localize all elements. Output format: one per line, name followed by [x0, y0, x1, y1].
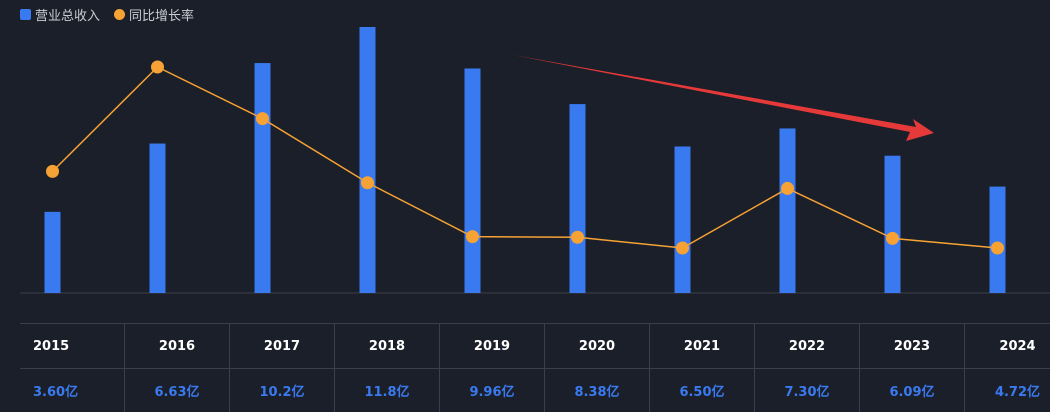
value-cell: 8.38亿	[545, 369, 650, 412]
revenue-bar	[569, 104, 586, 294]
data-table: 2015 2016 2017 2018 2019 2020 2021 2022 2023 2024…	[20, 323, 1050, 412]
revenue-bar	[254, 63, 271, 293]
legend-item-growth[interactable]: 同比增长率	[114, 5, 194, 24]
revenue-bar	[44, 211, 61, 293]
growth-point	[466, 230, 479, 244]
growth-point	[991, 241, 1004, 255]
growth-point	[676, 241, 689, 255]
legend-swatch-revenue	[20, 9, 31, 20]
revenue-bar	[149, 143, 166, 293]
legend-item-revenue[interactable]: 营业总收入	[20, 5, 100, 24]
year-cell: 2015	[20, 324, 125, 368]
growth-point	[781, 181, 794, 195]
value-cell: 6.63亿	[125, 369, 230, 412]
growth-point	[151, 60, 164, 74]
year-cell: 2018	[335, 324, 440, 368]
legend-label-revenue: 营业总收入	[35, 9, 101, 24]
growth-point	[46, 164, 59, 178]
value-cell: 11.8亿	[335, 369, 440, 412]
legend-label-growth: 同比增长率	[129, 9, 195, 24]
year-cell: 2022	[755, 324, 860, 368]
chart-plot	[20, 27, 1050, 294]
growth-point	[256, 112, 269, 126]
revenue-bar	[779, 128, 796, 293]
value-cell: 6.50亿	[650, 369, 755, 412]
growth-point	[886, 231, 899, 245]
year-cell: 2020	[545, 324, 650, 368]
year-cell: 2023	[860, 324, 965, 368]
value-cell: 3.60亿	[20, 369, 125, 412]
year-cell: 2021	[650, 324, 755, 368]
chart-legend: 营业总收入 同比增长率	[20, 5, 194, 24]
value-cell: 6.09亿	[860, 369, 965, 412]
value-row: 3.60亿 6.63亿 10.2亿 11.8亿 9.96亿 8.38亿 6.50亿 7.30亿…	[20, 369, 1050, 412]
revenue-bar	[464, 68, 481, 293]
growth-line	[51, 66, 998, 249]
value-cell: 4.72亿	[994, 385, 1041, 400]
growth-point	[361, 176, 374, 190]
year-cell: 2016	[125, 324, 230, 368]
revenue-bar	[674, 146, 691, 293]
revenue-bar	[884, 155, 901, 293]
growth-point	[571, 230, 584, 244]
value-cell: 10.2亿	[230, 369, 335, 412]
year-cell: 2017	[230, 324, 335, 368]
year-cell: 2024	[999, 338, 1036, 354]
year-cell: 2019	[440, 324, 545, 368]
value-cell: 9.96亿	[440, 369, 545, 412]
value-cell: 7.30亿	[755, 369, 860, 412]
revenue-bar	[989, 186, 1006, 293]
year-row: 2015 2016 2017 2018 2019 2020 2021 2022 2023 2024	[20, 324, 1050, 369]
legend-swatch-growth	[114, 9, 126, 20]
revenue-bar	[359, 27, 376, 293]
